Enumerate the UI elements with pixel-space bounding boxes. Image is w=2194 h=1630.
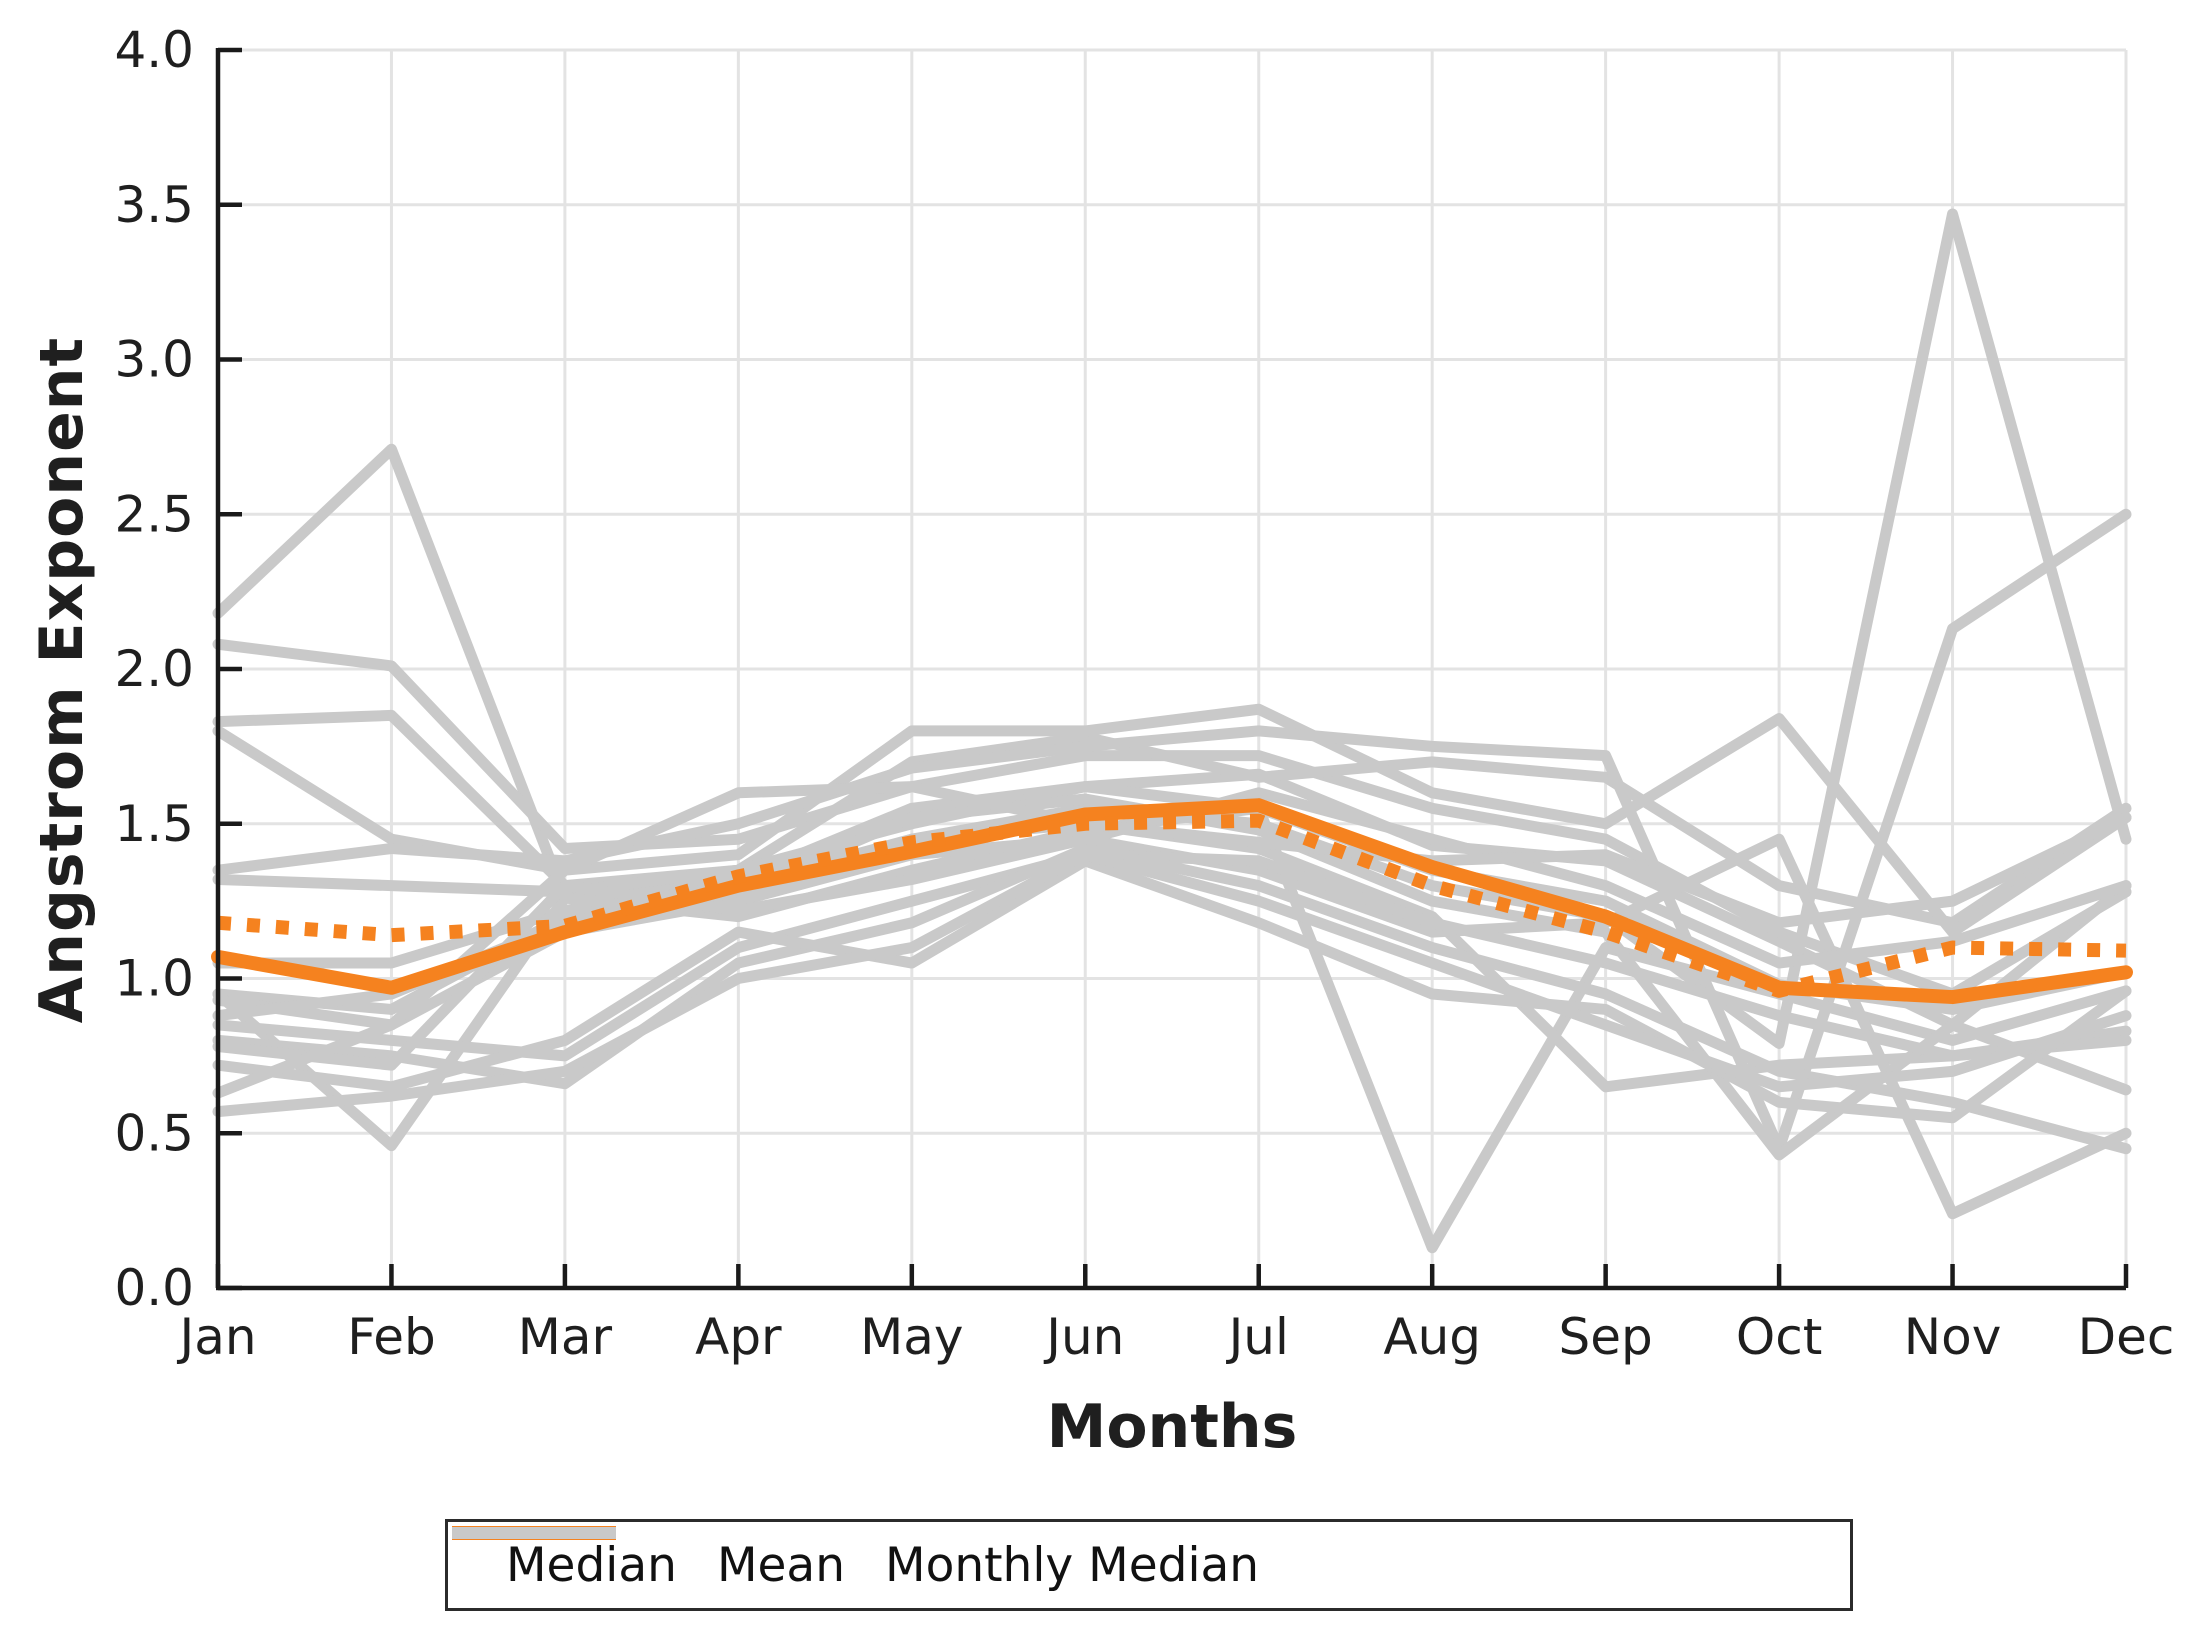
y-tick-label: 0.5 <box>114 1104 194 1162</box>
x-tick-label: Aug <box>1383 1308 1481 1366</box>
x-tick-label: Jul <box>1226 1308 1289 1366</box>
monthly-median-line-17 <box>212 849 2132 1118</box>
x-tick-label: Jan <box>176 1308 256 1366</box>
legend-item-median: Median <box>452 1526 677 1593</box>
x-tick-label: Mar <box>518 1308 613 1366</box>
legend-item-monthly-median: Monthly Median <box>452 1527 1260 1593</box>
monthly-median-line-4 <box>212 703 2132 938</box>
x-axis-title: Months <box>1046 1392 1298 1462</box>
legend-item-mean: Mean <box>452 1526 846 1593</box>
y-tick-label: 1.5 <box>114 795 194 853</box>
monthly-median-line-16 <box>212 781 2132 1099</box>
x-tick-label: Jun <box>1043 1308 1124 1366</box>
y-tick-label: 4.0 <box>114 21 194 79</box>
x-tick-label: Sep <box>1559 1308 1653 1366</box>
y-tick-label: 2.5 <box>114 485 194 543</box>
monthly-median-line-swatch <box>452 1527 616 1539</box>
y-tick-label: 3.0 <box>114 331 194 389</box>
x-tick-label: Oct <box>1736 1308 1822 1366</box>
legend-label-mean: Mean <box>716 1537 846 1593</box>
legend-label-median: Median <box>506 1537 677 1593</box>
y-tick-label: 0.0 <box>114 1259 194 1317</box>
y-tick-label: 2.0 <box>114 640 194 698</box>
x-tick-label: Dec <box>2078 1308 2175 1366</box>
y-axis-title: Angstrom Exponent <box>27 336 97 1024</box>
monthly-median-line-15 <box>212 855 2132 1124</box>
mean-line <box>217 813 2127 998</box>
y-tick-label: 3.5 <box>114 176 194 234</box>
legend-label-monthly-median: Monthly Median <box>885 1537 1260 1593</box>
y-tick-label: 1.0 <box>114 950 194 1008</box>
x-tick-label: Feb <box>347 1308 436 1366</box>
legend: Median Mean Monthly Median <box>445 1519 1853 1611</box>
x-tick-label: Nov <box>1904 1308 2002 1366</box>
x-tick-label: Apr <box>695 1308 782 1366</box>
x-tick-label: May <box>860 1308 963 1366</box>
